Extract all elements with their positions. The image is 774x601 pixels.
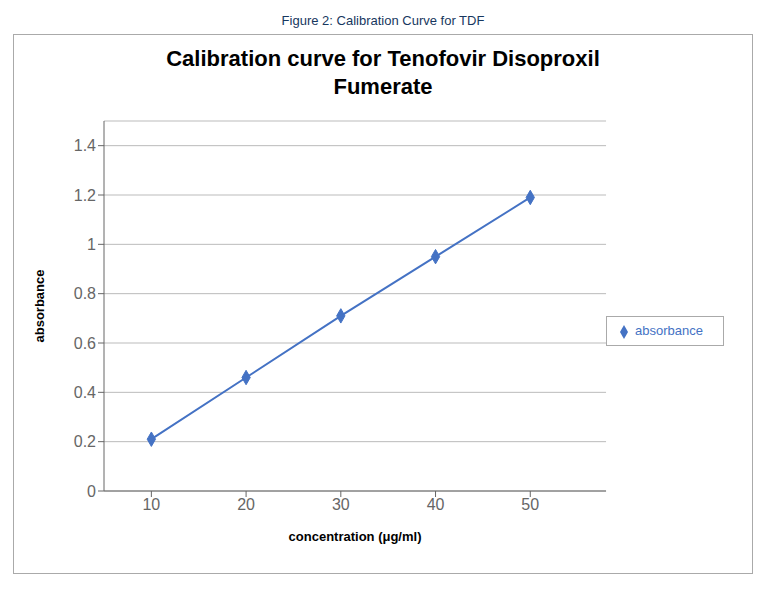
svg-text:1: 1 [87, 236, 96, 253]
html-text:absorbance: absorbance [635, 323, 703, 339]
svg-text:10: 10 [142, 496, 160, 513]
svg-text:1.4: 1.4 [74, 137, 96, 154]
html-text:Fumerate: Fumerate [333, 74, 433, 99]
html-text:Figure 2: Calibration Curve fo: Figure 2: Calibration Curve for TDF [281, 13, 485, 28]
svg-text:20: 20 [237, 496, 255, 513]
svg-text:concentration (μg/ml): concentration (μg/ml) [289, 529, 422, 544]
svg-text:50: 50 [521, 496, 539, 513]
svg-text:0.8: 0.8 [74, 285, 96, 302]
svg-text:0.6: 0.6 [74, 335, 96, 352]
svg-text:0.4: 0.4 [74, 384, 96, 401]
svg-text:absorbance: absorbance [32, 270, 47, 343]
svg-text:1.2: 1.2 [74, 187, 96, 204]
svg-text:40: 40 [427, 496, 445, 513]
svg-text:30: 30 [332, 496, 350, 513]
svg-text:0.2: 0.2 [74, 433, 96, 450]
svg-text:0: 0 [87, 483, 96, 500]
html-text:Calibration curve for Tenofovi: Calibration curve for Tenofovir Disoprox… [166, 46, 600, 71]
